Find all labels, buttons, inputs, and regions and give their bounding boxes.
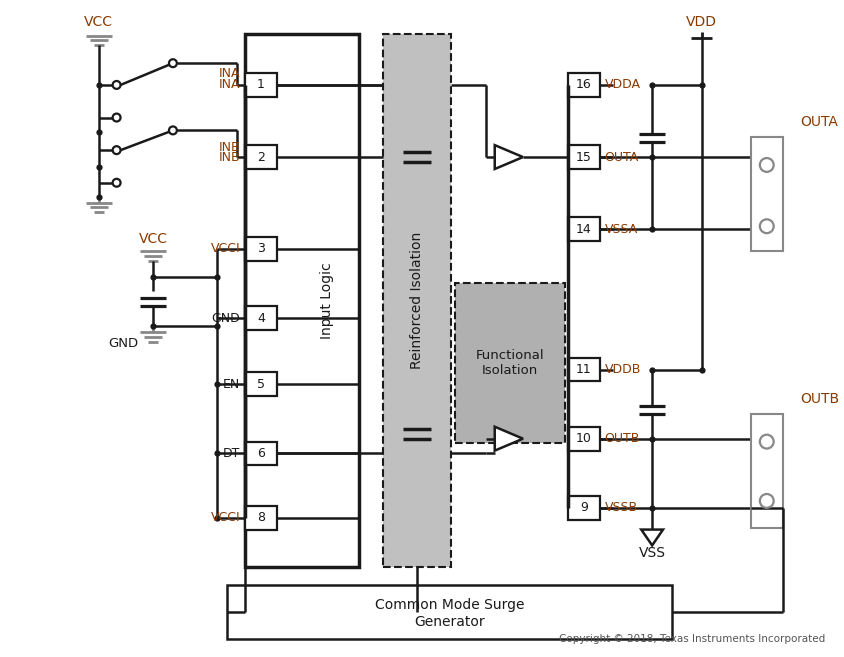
Bar (383, 34, 450, 567)
Text: INB: INB (219, 141, 240, 154)
Circle shape (112, 114, 121, 122)
Text: 1: 1 (257, 78, 264, 91)
Bar (245, 442, 276, 465)
Text: Functional
Isolation: Functional Isolation (475, 349, 544, 376)
Bar (454, 283, 565, 443)
Text: VSS: VSS (638, 546, 665, 560)
Text: VSSA: VSSA (604, 223, 637, 236)
Text: 4: 4 (257, 311, 264, 325)
Circle shape (112, 147, 121, 154)
Circle shape (169, 126, 176, 134)
Polygon shape (494, 145, 522, 169)
Text: GND: GND (108, 337, 138, 350)
Text: 15: 15 (576, 150, 591, 164)
Text: 11: 11 (576, 363, 591, 376)
Bar (567, 217, 599, 241)
Text: OUTB: OUTB (799, 392, 838, 406)
Circle shape (759, 494, 773, 508)
Bar (750, 137, 782, 251)
Bar (245, 73, 276, 97)
Text: GND: GND (211, 311, 240, 325)
Text: Input Logic: Input Logic (320, 262, 333, 338)
Text: OUTA: OUTA (799, 116, 837, 129)
Text: 2: 2 (257, 150, 264, 164)
Circle shape (759, 435, 773, 449)
Text: EN: EN (223, 378, 240, 391)
Text: VDDA: VDDA (604, 78, 640, 91)
Bar (567, 357, 599, 381)
Bar (567, 73, 599, 97)
Bar (245, 145, 276, 169)
Text: 14: 14 (576, 223, 591, 236)
Text: Generator: Generator (414, 615, 484, 629)
Circle shape (112, 179, 121, 187)
Text: OUTB: OUTB (604, 432, 639, 445)
Polygon shape (641, 530, 663, 545)
Text: VDDB: VDDB (604, 363, 641, 376)
Text: 16: 16 (576, 78, 591, 91)
Bar (245, 373, 276, 396)
Bar (245, 34, 358, 567)
Text: VCC: VCC (138, 232, 167, 246)
Text: INA: INA (219, 78, 240, 91)
Text: VCC: VCC (84, 14, 113, 29)
Text: OUTA: OUTA (604, 150, 638, 164)
Bar (245, 306, 276, 330)
Text: Common Mode Surge: Common Mode Surge (375, 598, 524, 612)
Bar (567, 427, 599, 451)
Bar (245, 506, 276, 530)
Text: Reinforced Isolation: Reinforced Isolation (409, 232, 424, 369)
Text: VCCI: VCCI (210, 511, 240, 524)
Bar (227, 585, 671, 639)
Bar (567, 145, 599, 169)
Circle shape (759, 219, 773, 233)
Text: DT: DT (223, 447, 240, 460)
Circle shape (759, 158, 773, 172)
Bar (567, 496, 599, 520)
Circle shape (112, 81, 121, 89)
Text: VSSB: VSSB (604, 501, 637, 514)
Text: 8: 8 (257, 511, 264, 524)
Polygon shape (494, 426, 522, 451)
Text: 5: 5 (257, 378, 264, 391)
Text: Copyright © 2018, Texas Instruments Incorporated: Copyright © 2018, Texas Instruments Inco… (558, 634, 824, 645)
Text: 10: 10 (576, 432, 591, 445)
Text: INA: INA (219, 66, 240, 79)
Text: VCCI: VCCI (210, 242, 240, 256)
Text: 9: 9 (579, 501, 587, 514)
Bar (245, 237, 276, 261)
Text: 6: 6 (257, 447, 264, 460)
Bar (750, 414, 782, 528)
Text: VDD: VDD (685, 14, 717, 29)
Text: 3: 3 (257, 242, 264, 256)
Circle shape (169, 59, 176, 67)
Text: INB: INB (219, 150, 240, 164)
